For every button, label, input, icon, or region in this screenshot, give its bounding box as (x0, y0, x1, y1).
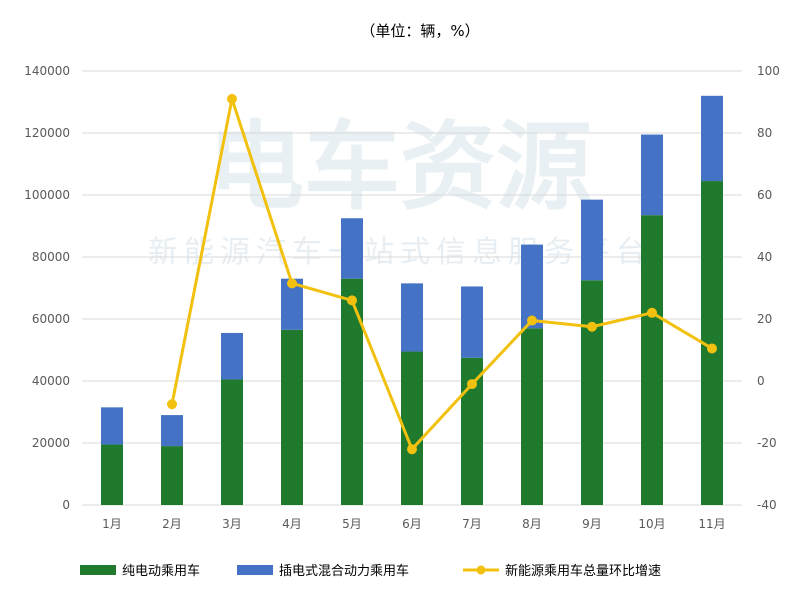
x-tick-label: 2月 (162, 517, 182, 531)
bar-phev (581, 199, 603, 281)
growth-point (527, 315, 537, 326)
watermark: 电车资源 新能源汽车一站式信息服务平台 (148, 111, 652, 270)
bar-phev (521, 244, 543, 329)
y-right-tick-label: 60 (757, 188, 772, 202)
bar-phev (701, 95, 723, 182)
growth-point (227, 93, 237, 104)
bar-phev (461, 286, 483, 358)
legend-label-growth: 新能源乘用车总量环比增速 (505, 563, 661, 579)
legend-swatch-phev (237, 565, 273, 575)
growth-point (707, 343, 717, 354)
bar-bev (161, 446, 183, 505)
axes: 0 20000 40000 60000 80000 100000 120000 140000 -… (24, 64, 780, 531)
y-right-tick-label: 40 (757, 250, 772, 264)
growth-point (287, 278, 297, 289)
bar-phev (341, 218, 363, 279)
y-left-tick-label: 0 (62, 498, 70, 512)
x-tick-label: 10月 (638, 517, 665, 531)
bar-phev (221, 332, 243, 380)
x-tick-label: 1月 (102, 517, 122, 531)
y-right-tick-label: -40 (757, 498, 777, 512)
growth-point (467, 379, 477, 390)
y-right-tick-label: -20 (757, 436, 777, 450)
y-right-tick-label: 100 (757, 64, 780, 78)
legend-label-bev: 纯电动乘用车 (122, 563, 200, 579)
x-tick-label: 6月 (402, 517, 422, 531)
growth-point (647, 307, 657, 318)
y-left-tick-label: 40000 (32, 374, 70, 388)
x-tick-label: 3月 (222, 517, 242, 531)
growth-point (167, 399, 177, 410)
x-tick-label: 4月 (282, 517, 302, 531)
y-left-tick-label: 140000 (24, 64, 70, 78)
x-tick-label: 7月 (462, 517, 482, 531)
growth-point (347, 295, 357, 306)
watermark-main: 电车资源 (208, 111, 592, 223)
bar-bev (281, 329, 303, 505)
bar-bev (401, 351, 423, 505)
bar-phev (161, 415, 183, 447)
y-right-tick-label: 80 (757, 126, 772, 140)
y-left-tick-label: 20000 (32, 436, 70, 450)
growth-line-path (170, 97, 713, 451)
bar-phev (641, 134, 663, 216)
bar-bev (641, 215, 663, 505)
bar-bev (461, 357, 483, 505)
x-tick-label: 11月 (698, 517, 725, 531)
y-right-tick-label: 20 (757, 312, 772, 326)
legend-swatch-bev (80, 565, 116, 575)
bar-phev (101, 407, 123, 445)
y-left-tick-label: 100000 (24, 188, 70, 202)
bar-bev (101, 444, 123, 505)
y-left-tick-label: 80000 (32, 250, 70, 264)
growth-line (167, 93, 717, 455)
y-left-tick-label: 60000 (32, 312, 70, 326)
x-tick-label: 9月 (582, 517, 602, 531)
legend-label-phev: 插电式混合动力乘用车 (279, 563, 409, 579)
legend: 纯电动乘用车 插电式混合动力乘用车 新能源乘用车总量环比增速 (80, 563, 661, 579)
x-tick-label: 8月 (522, 517, 542, 531)
bar-bev (341, 278, 363, 505)
chart-title: （单位：辆，%） (360, 22, 479, 40)
bar-phev (401, 283, 423, 352)
bar-bev (581, 280, 603, 505)
bar-bev (521, 328, 543, 505)
x-tick-label: 5月 (342, 517, 362, 531)
bar-bev (701, 181, 723, 506)
bars (101, 95, 723, 506)
legend-marker-growth (476, 565, 486, 575)
y-left-tick-label: 120000 (24, 126, 70, 140)
growth-point (587, 321, 597, 332)
y-right-tick-label: 0 (757, 374, 765, 388)
bar-phev (281, 278, 303, 330)
watermark-sub: 新能源汽车一站式信息服务平台 (148, 235, 652, 270)
growth-point (407, 444, 417, 455)
bar-bev (221, 379, 243, 505)
